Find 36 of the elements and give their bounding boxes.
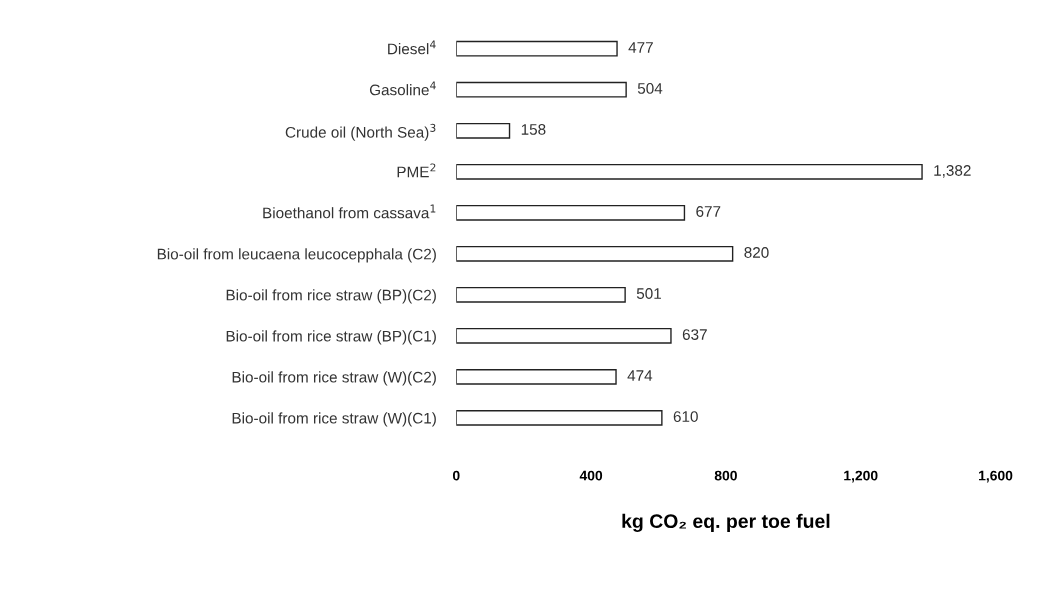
y-tick-label: Diesel$^{4}$ <box>388 40 436 55</box>
y-tick-label: Bio-oil from rice straw (W)(C1) <box>232 412 436 427</box>
bar <box>456 81 627 98</box>
x-tick-label: 0 <box>452 470 460 481</box>
x-tick-label: 1,600 <box>979 470 1013 483</box>
data-label: 501 <box>636 288 661 299</box>
bar <box>456 163 923 180</box>
bar <box>456 204 686 221</box>
data-label: 474 <box>627 370 653 381</box>
y-tick-label: Bio-oil from leucaena leucocepphala (C2) <box>157 248 436 263</box>
y-tick-label: Bioethanol from cassava$^{1}$ <box>263 204 436 219</box>
x-axis-title: kg CO₂ eq. per toe fuel <box>622 513 830 532</box>
data-label: 504 <box>637 83 663 94</box>
bar <box>456 286 626 303</box>
bar <box>456 245 734 262</box>
bar <box>456 327 672 344</box>
x-tick-label: 400 <box>579 470 603 481</box>
data-label: 637 <box>682 329 707 340</box>
data-label: 477 <box>628 42 653 53</box>
x-tick-label: 1,200 <box>844 470 878 483</box>
bar <box>456 410 663 426</box>
y-tick-label: Crude oil (North Sea)$^{3}$ <box>285 123 436 141</box>
data-label: 158 <box>521 124 546 135</box>
bar <box>456 368 617 385</box>
data-label: 610 <box>673 411 698 422</box>
bar <box>456 122 511 139</box>
data-label: 820 <box>744 247 769 258</box>
data-label: 677 <box>696 206 721 217</box>
y-tick-label: Bio-oil from rice straw (W)(C2) <box>232 371 436 386</box>
data-label: 1,382 <box>934 165 971 178</box>
x-tick-label: 800 <box>714 470 737 481</box>
y-tick-label: Bio-oil from rice straw (BP)(C2) <box>226 289 436 304</box>
bar <box>456 40 618 57</box>
y-tick-label: PME$^{2}$ <box>397 163 436 178</box>
y-tick-label: Bio-oil from rice straw (BP)(C1) <box>226 330 436 345</box>
y-tick-label: Gasoline$^{4}$ <box>369 81 436 96</box>
